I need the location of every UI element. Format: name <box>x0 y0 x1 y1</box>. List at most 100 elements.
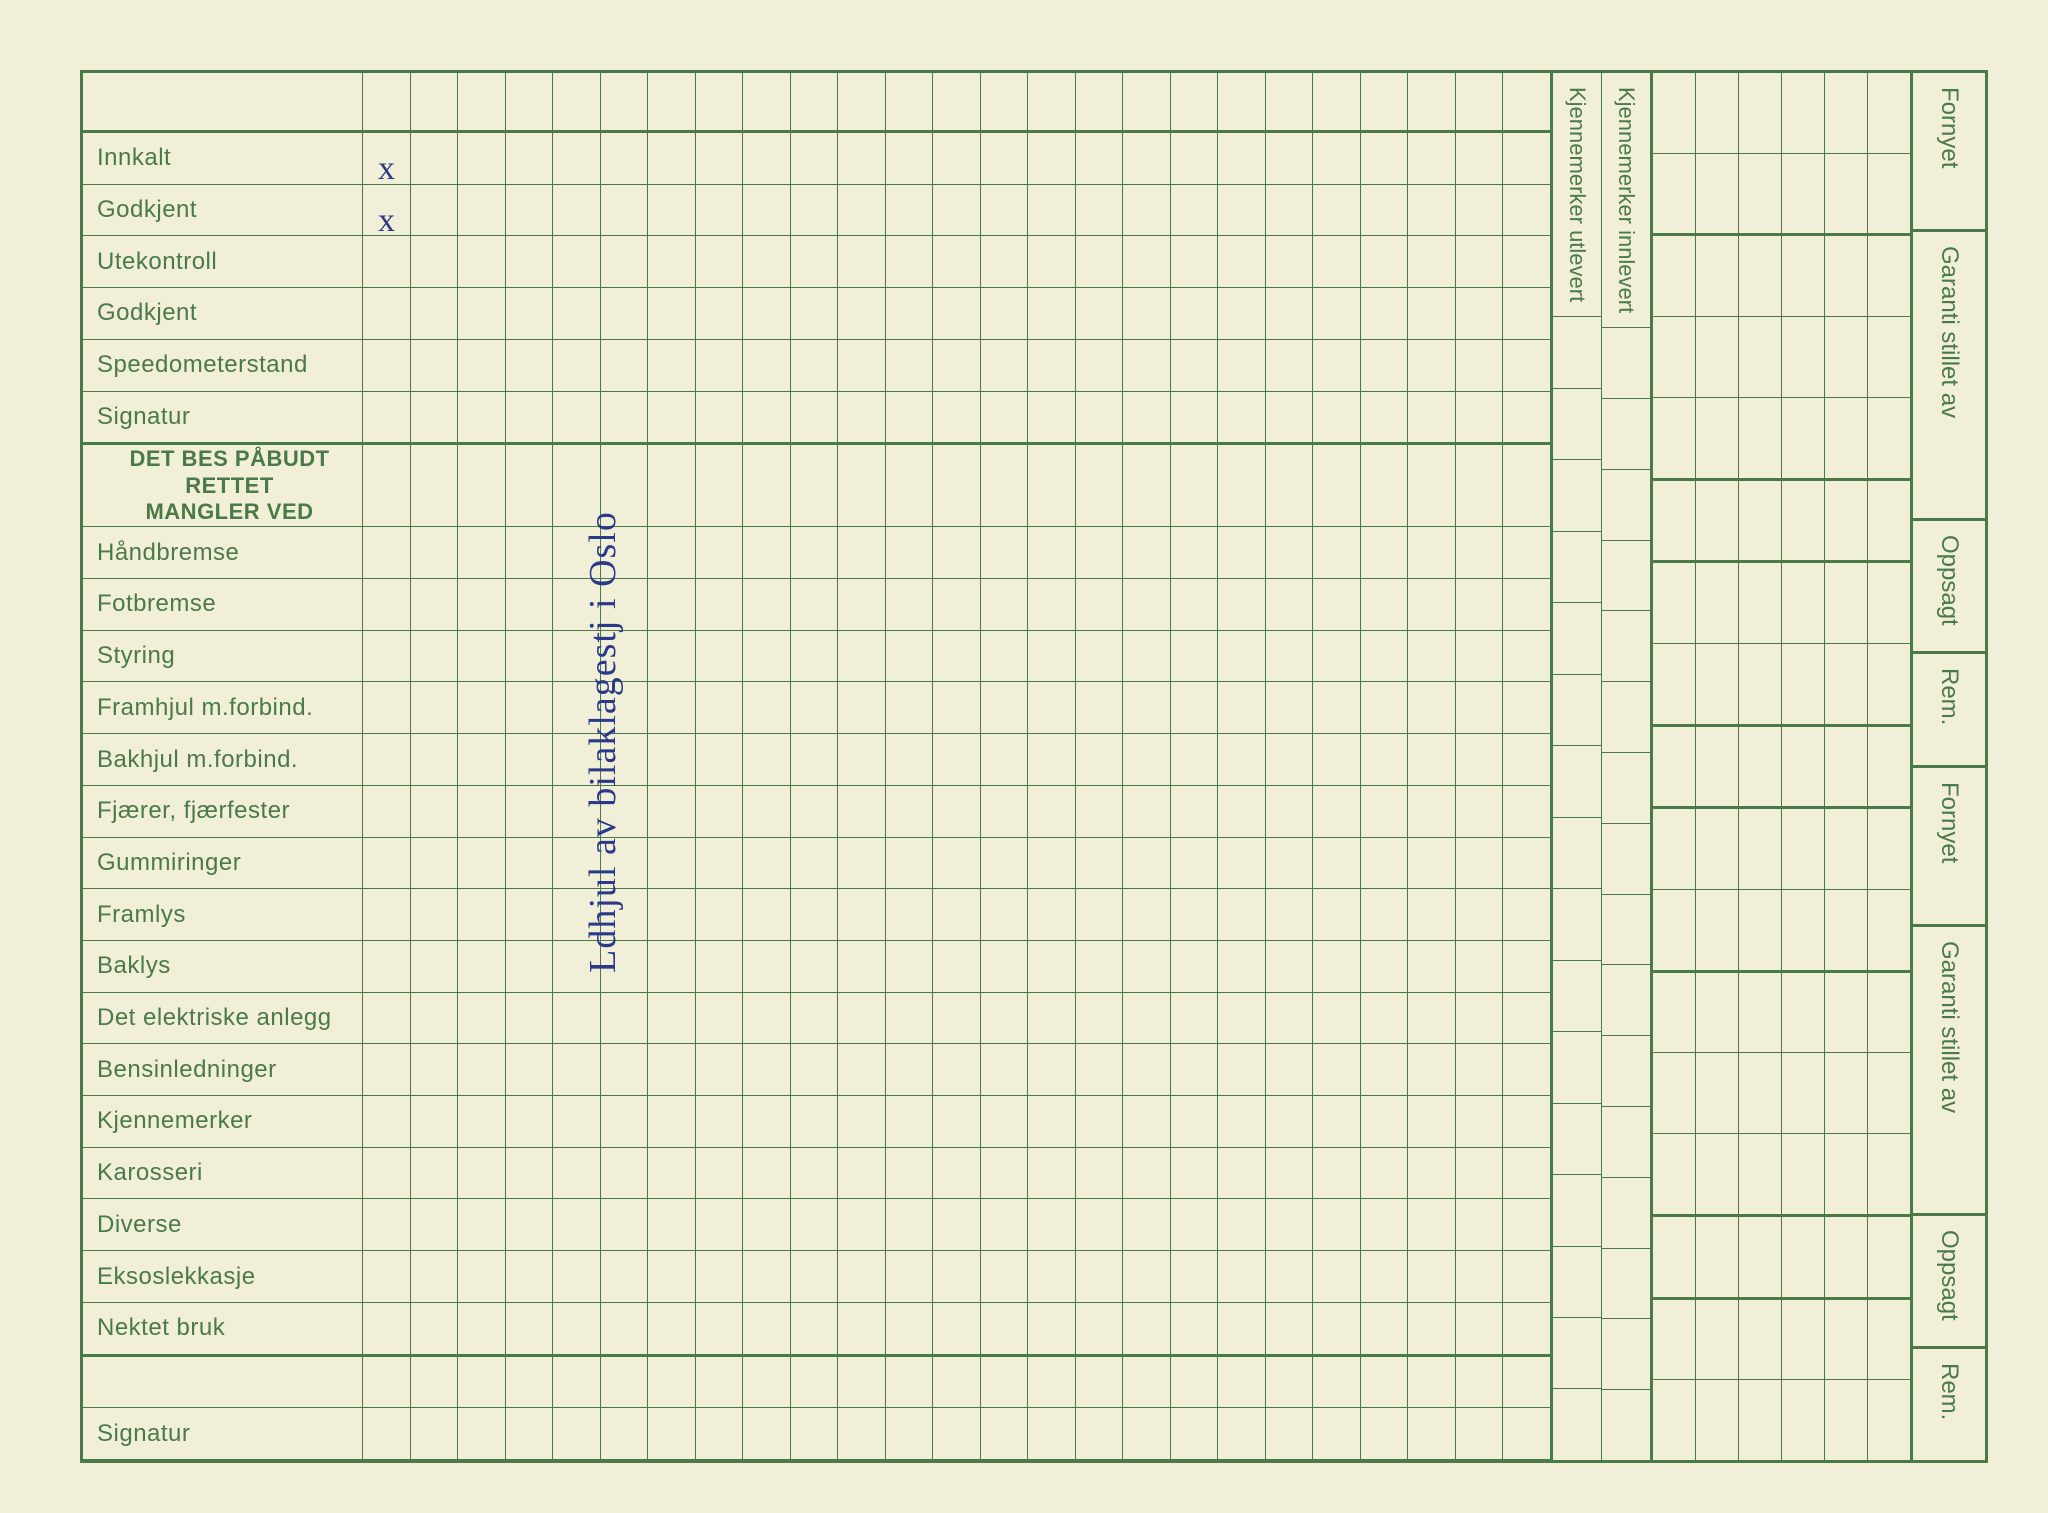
grid-cell <box>506 185 554 236</box>
right-grid-cell <box>1782 727 1824 810</box>
header-cell <box>933 73 981 130</box>
grid-cell <box>791 579 839 630</box>
grid-cell <box>1503 1044 1550 1095</box>
grid-cell <box>1028 1044 1076 1095</box>
grid-cell <box>1266 734 1314 785</box>
grid-cell <box>743 1044 791 1095</box>
grid-cell <box>648 1408 696 1459</box>
grid-cell <box>601 993 649 1044</box>
grid-cell <box>696 786 744 837</box>
grid-cell <box>981 786 1029 837</box>
grid-cell <box>601 1408 649 1459</box>
grid-cell <box>1361 527 1409 578</box>
grid-cell <box>981 1148 1029 1199</box>
grid-cell <box>553 288 601 339</box>
grid-cell <box>411 1096 459 1147</box>
grid-cell <box>791 631 839 682</box>
form-row: Diverse <box>83 1199 1550 1251</box>
grid-cell <box>981 1357 1029 1408</box>
grid-cell <box>1028 631 1076 682</box>
grid-cell <box>648 838 696 889</box>
row-cells <box>363 579 1550 630</box>
grid-cell <box>1171 1096 1219 1147</box>
grid-cell <box>743 1199 791 1250</box>
grid-cell <box>1361 236 1409 287</box>
grid-cell <box>886 133 934 184</box>
grid-cell <box>1218 133 1266 184</box>
grid-cell <box>648 631 696 682</box>
header-cell <box>411 73 459 130</box>
grid-cell <box>1408 1199 1456 1250</box>
grid-cell <box>981 838 1029 889</box>
grid-cell <box>886 527 934 578</box>
grid-cell <box>743 340 791 391</box>
grid-cell <box>648 941 696 992</box>
grid-cell <box>838 1408 886 1459</box>
grid-cell <box>981 1199 1029 1250</box>
grid-cell <box>1028 1357 1076 1408</box>
form-row <box>83 1357 1550 1409</box>
grid-cell <box>933 340 981 391</box>
grid-cell <box>696 133 744 184</box>
grid-cell <box>1408 579 1456 630</box>
grid-cell <box>886 889 934 940</box>
grid-cell <box>1503 889 1550 940</box>
grid-cell <box>1123 185 1171 236</box>
grid-cell <box>411 1148 459 1199</box>
grid-cell <box>1076 786 1124 837</box>
grid-cell <box>506 786 554 837</box>
right-grid-cell <box>1868 973 1910 1054</box>
right-grid-cell <box>1825 727 1867 810</box>
grid-cell <box>1028 889 1076 940</box>
right-grid-cell <box>1825 398 1867 481</box>
right-grid-cell <box>1782 154 1824 237</box>
grid-cell <box>1218 1096 1266 1147</box>
row-label: Framlys <box>83 889 363 940</box>
grid-cell <box>933 288 981 339</box>
grid-cell <box>743 993 791 1044</box>
header-label-blank <box>83 73 363 130</box>
grid-cell <box>1218 1044 1266 1095</box>
grid-cell <box>743 1251 791 1302</box>
row-label: Godkjent <box>83 288 363 339</box>
grid-cell <box>743 1096 791 1147</box>
far-right-section: Fornyet <box>1913 768 1985 927</box>
right-grid-cell <box>1653 481 1695 564</box>
row-cells <box>363 185 1550 236</box>
grid-cell <box>601 1044 649 1095</box>
right-grid-cell <box>1868 1380 1910 1460</box>
right-grid-cell <box>1739 73 1781 154</box>
row-cells <box>363 340 1550 391</box>
grid-cell <box>648 392 696 443</box>
grid-cell <box>1313 133 1361 184</box>
grid-cell <box>791 1251 839 1302</box>
right-grid-cell <box>1868 890 1910 973</box>
grid-cell <box>696 1148 744 1199</box>
grid-cell <box>1218 1408 1266 1459</box>
form-row: Godkjent <box>83 185 1550 237</box>
right-grid-cell <box>1868 1053 1910 1134</box>
right-grid-cell <box>1868 644 1910 727</box>
form-row: DET BES PÅBUDT RETTETMANGLER VED <box>83 445 1550 527</box>
grid-cell <box>648 236 696 287</box>
grid-cell <box>1218 889 1266 940</box>
right-grid-col <box>1696 73 1739 1460</box>
grid-cell <box>743 631 791 682</box>
grid-cell <box>791 1408 839 1459</box>
right-grid-col <box>1825 73 1868 1460</box>
grid-cell <box>1361 631 1409 682</box>
grid-cell <box>1456 1148 1504 1199</box>
grid-cell <box>1361 288 1409 339</box>
grid-cell <box>1503 1251 1550 1302</box>
grid-cell <box>1266 1096 1314 1147</box>
grid-cell <box>933 1303 981 1354</box>
grid-cell <box>601 682 649 733</box>
header-cell <box>1076 73 1124 130</box>
grid-cell <box>458 682 506 733</box>
far-right-section: Rem. <box>1913 1349 1985 1460</box>
grid-cell <box>1361 889 1409 940</box>
grid-cell <box>1218 579 1266 630</box>
right-grid-cell <box>1782 317 1824 398</box>
header-cell <box>648 73 696 130</box>
right-grid-cell <box>1825 154 1867 237</box>
